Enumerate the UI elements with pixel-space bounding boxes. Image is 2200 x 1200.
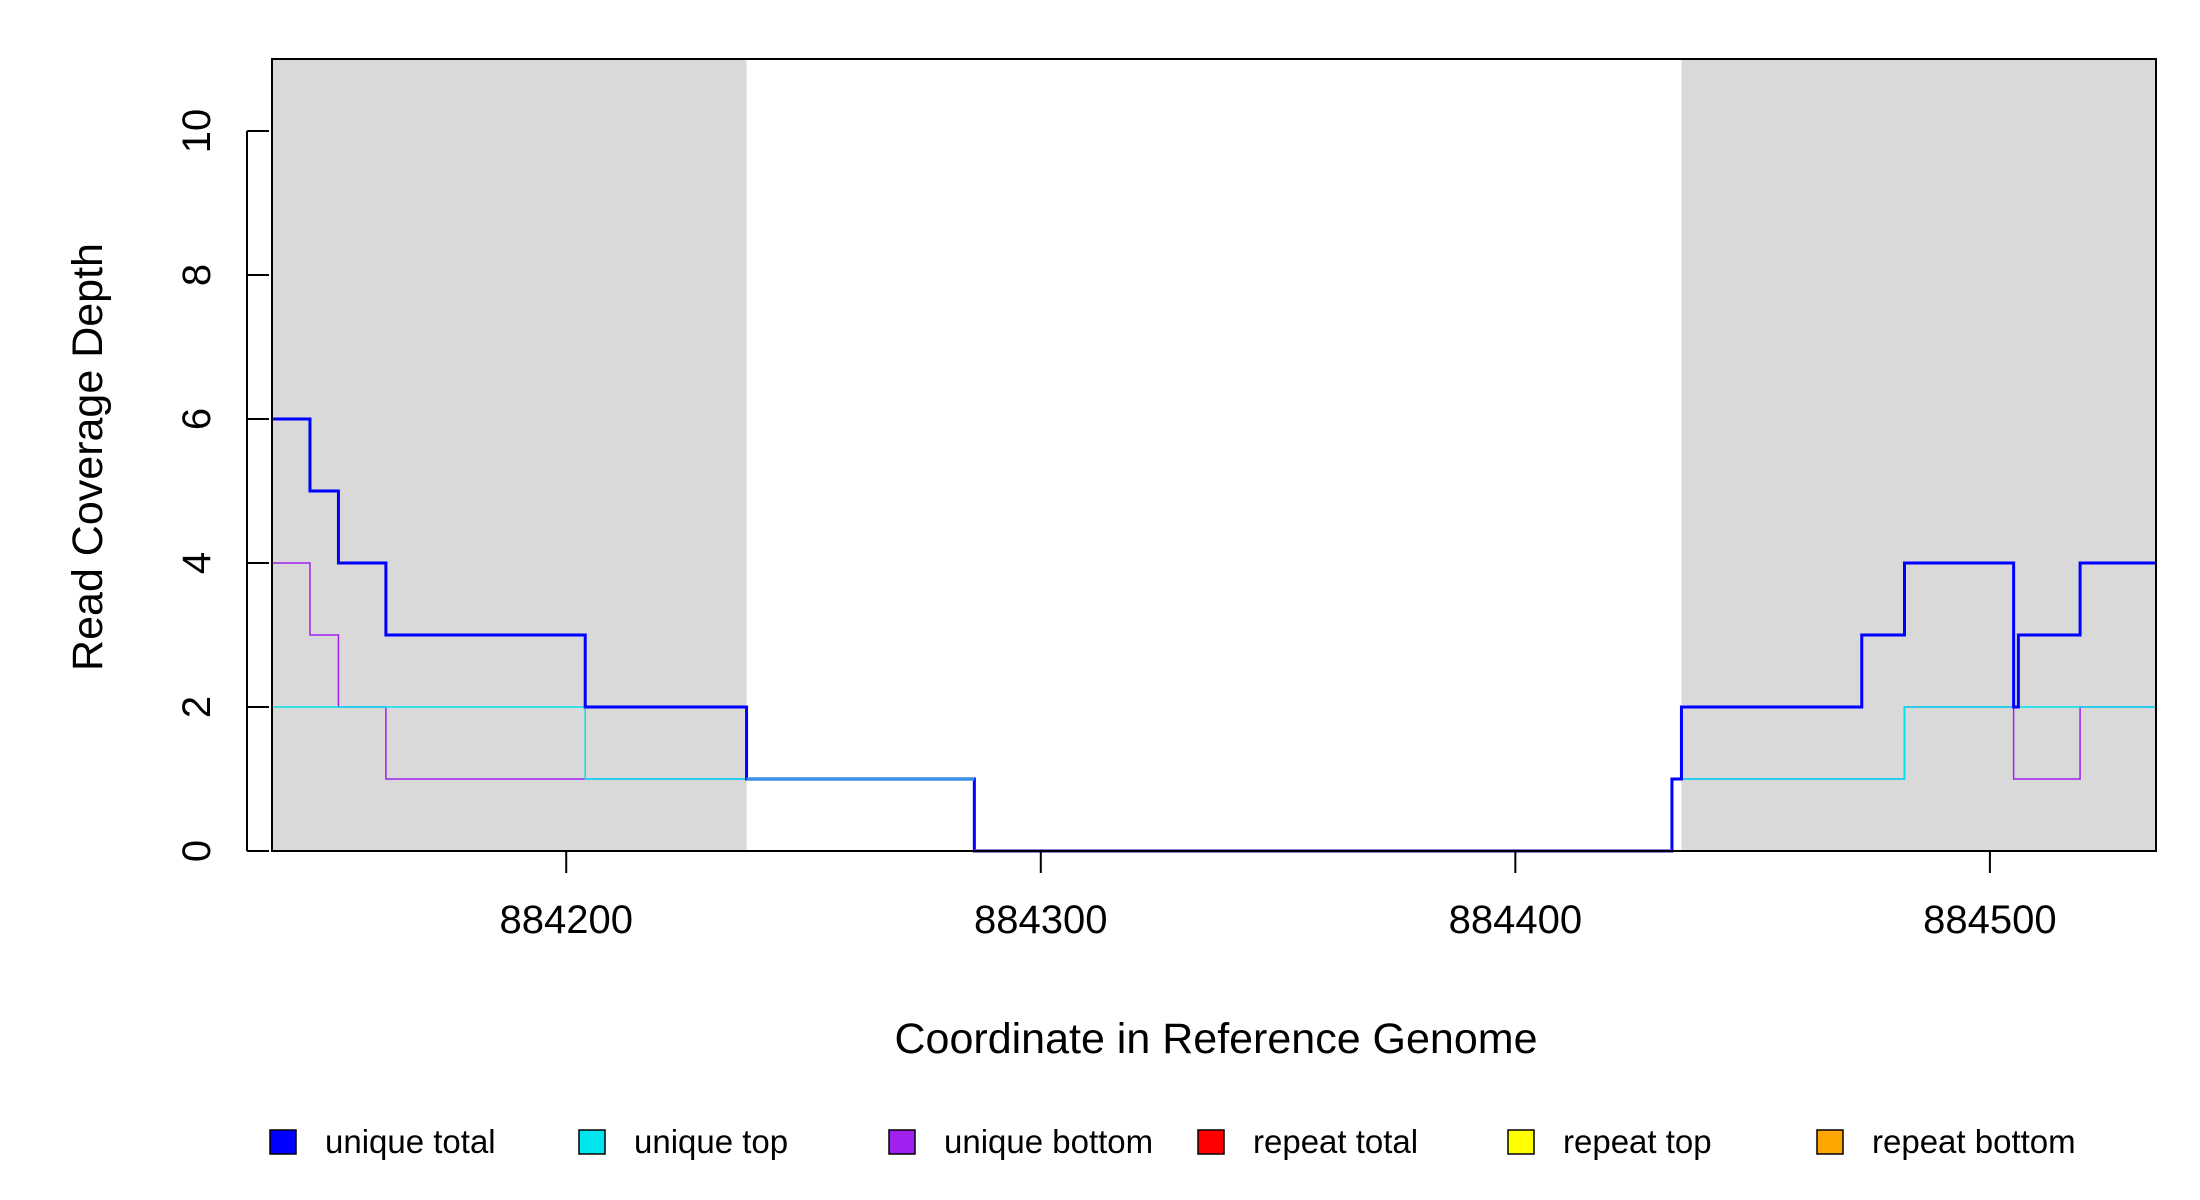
legend-swatch [1816,1129,1844,1155]
shaded-region-1 [272,59,747,851]
x-axis-title: Coordinate in Reference Genome [895,1015,1538,1063]
legend-item-repeat-top: repeat top [1507,1123,1712,1160]
legend-swatch [578,1129,606,1155]
plot-frame [271,58,2157,852]
y-tick-label: 8 [175,264,219,286]
legend-item-unique-bottom: unique bottom [888,1123,1153,1160]
y-tick-label: 0 [175,840,219,862]
legend-item-unique-total: unique total [269,1123,496,1160]
y-tick-label: 4 [175,552,219,574]
legend-item-repeat-bottom: repeat bottom [1816,1123,2076,1160]
y-tick-label: 6 [175,408,219,430]
series-line-unique-total [272,417,2156,853]
legend-label: repeat bottom [1872,1123,2076,1160]
x-tick-label: 884300 [974,898,1107,942]
x-tick-label: 884500 [1923,898,2056,942]
y-tick-label: 2 [175,696,219,718]
y-axis: 0 2 4 6 8 10 [175,109,269,862]
legend-swatch [269,1129,297,1155]
shaded-regions [272,59,2156,851]
legend-swatch [888,1129,916,1155]
legend-label: unique total [325,1123,496,1160]
legend-label: unique bottom [944,1123,1153,1160]
y-axis-title: Read Coverage Depth [64,243,112,671]
legend-item-unique-top: unique top [578,1123,788,1160]
legend-swatch [1507,1129,1535,1155]
x-axis: 884200 884300 884400 884500 [499,851,2057,942]
legend-label: repeat total [1253,1123,1418,1160]
legend-label: repeat top [1563,1123,1712,1160]
legend: unique total unique top unique bottom repea… [269,1123,2076,1160]
legend-item-repeat-total: repeat total [1197,1123,1418,1160]
y-tick-label: 10 [175,109,219,154]
x-tick-label: 884200 [499,898,632,942]
legend-swatch [1197,1129,1225,1155]
shaded-region-2 [1681,59,2156,851]
legend-label: unique top [634,1123,788,1160]
x-tick-label: 884400 [1449,898,1582,942]
